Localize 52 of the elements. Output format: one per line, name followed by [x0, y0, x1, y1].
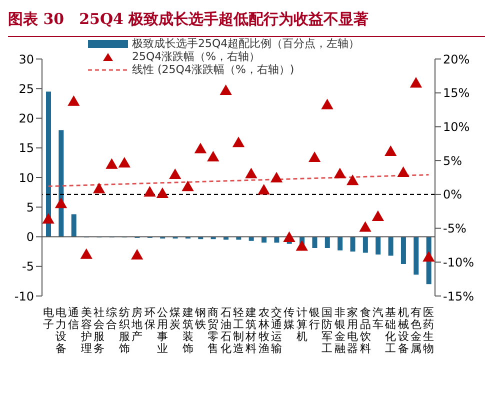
x-tick-label: 环保 — [144, 306, 156, 331]
x-tick-label: 非银金融 — [333, 306, 346, 355]
x-tick-label: 综合 — [106, 306, 118, 331]
y-tick-label: 25 — [18, 82, 34, 96]
y-tick-label: 15 — [18, 141, 34, 156]
y-tick-label: -10 — [14, 289, 34, 304]
x-tick-label: 轻工制造 — [233, 306, 244, 355]
legend-label: 25Q4涨跌幅（%，右轴） — [132, 50, 260, 63]
x-tick-label: 社会服务 — [94, 306, 105, 355]
x-tick-label: 电子 — [42, 306, 54, 331]
x-tick-label: 煤炭 — [170, 306, 181, 331]
y2-tick-label: -5% — [443, 222, 466, 236]
x-tick-label: 食品饮料 — [358, 306, 371, 355]
y-tick-label: 10 — [18, 170, 34, 185]
x-tick-label: 机械设备 — [398, 306, 409, 355]
y2-tick-label: 15% — [443, 86, 470, 100]
y2-tick-label: 5% — [443, 154, 462, 168]
y-tick-label: -5 — [22, 260, 34, 274]
x-tick-label: 美容护理 — [80, 306, 92, 355]
chart-title: 图表 30 25Q4 极致成长选手超低配行为收益不显著 — [8, 8, 485, 37]
y-tick-label: 30 — [18, 52, 34, 66]
x-tick-label: 建筑装饰 — [181, 306, 194, 355]
x-tick-label: 传媒 — [284, 306, 295, 331]
y2-tick-label: -10% — [443, 255, 474, 270]
x-tick-label: 农林牧渔 — [257, 306, 270, 355]
x-tick-label: 钢铁 — [194, 306, 206, 331]
x-tick-label: 建筑材料 — [244, 306, 257, 355]
x-tick-label: 银行 — [308, 306, 320, 331]
x-tick-label: 石油石化 — [220, 306, 232, 355]
x-tick-label: 房地产 — [130, 306, 143, 343]
y-tick-label: 20 — [18, 112, 34, 126]
x-tick-label: 交通运输 — [271, 306, 282, 355]
x-tick-label: 计算机 — [296, 306, 308, 343]
legend-label: 线性 (25Q4涨跌幅（%，右轴）) — [132, 63, 294, 76]
x-tick-label: 基础化工 — [384, 306, 396, 355]
y2-tick-label: 20% — [443, 52, 470, 66]
x-tick-label: 有色金属 — [410, 306, 422, 355]
x-tick-label: 汽车 — [372, 306, 384, 331]
x-tick-label: 公用事业 — [156, 306, 168, 355]
x-tick-label: 电力设备 — [56, 306, 67, 355]
x-tick-label: 通信 — [68, 306, 80, 331]
x-tick-label: 家用电器 — [347, 306, 358, 355]
x-tick-label: 纺织服饰 — [118, 306, 130, 355]
y2-tick-label: -15% — [443, 289, 474, 304]
y2-tick-label: 10% — [443, 120, 470, 134]
y-tick-label: 0 — [26, 230, 34, 244]
y-tick-label: 5 — [26, 200, 34, 214]
x-tick-label: 国防军工 — [322, 306, 333, 355]
x-tick-label: 医药生物 — [423, 306, 434, 355]
y2-tick-label: 0% — [443, 188, 462, 202]
legend-label: 极致成长选手25Q4超配比例（百分点，左轴） — [132, 37, 360, 50]
x-tick-label: 商贸零售 — [208, 306, 219, 355]
